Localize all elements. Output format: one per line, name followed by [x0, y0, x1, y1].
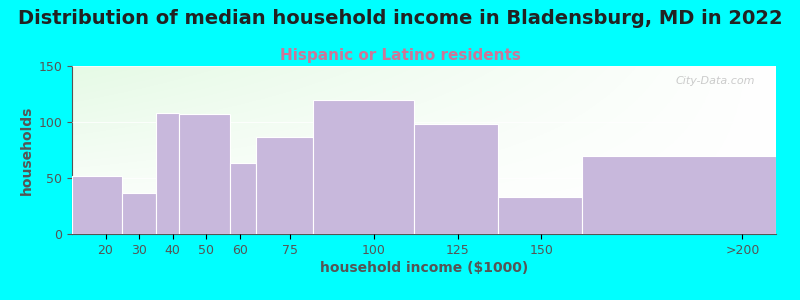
- Bar: [314, 100, 414, 234]
- Text: Distribution of median household income in Bladensburg, MD in 2022: Distribution of median household income …: [18, 9, 782, 28]
- Bar: [156, 113, 179, 234]
- X-axis label: household income ($1000): household income ($1000): [320, 261, 528, 275]
- Bar: [256, 136, 314, 234]
- Bar: [230, 164, 256, 234]
- Bar: [122, 193, 156, 234]
- Bar: [498, 197, 582, 234]
- Bar: [582, 156, 776, 234]
- Text: City-Data.com: City-Data.com: [675, 76, 755, 86]
- Bar: [414, 124, 498, 234]
- Bar: [72, 176, 122, 234]
- Text: Hispanic or Latino residents: Hispanic or Latino residents: [279, 48, 521, 63]
- Y-axis label: households: households: [20, 105, 34, 195]
- Bar: [179, 114, 230, 234]
